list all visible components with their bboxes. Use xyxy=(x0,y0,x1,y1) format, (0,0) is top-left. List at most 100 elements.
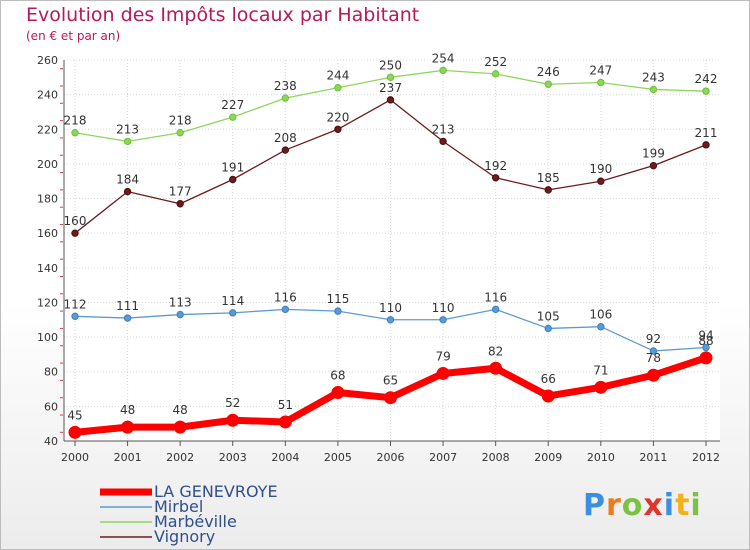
data-label-mirbel: 115 xyxy=(326,292,349,306)
x-tick-label: 2012 xyxy=(692,451,720,464)
data-point-mirbel xyxy=(702,343,710,352)
data-point-vignory xyxy=(281,146,290,154)
x-tick-label: 2001 xyxy=(114,451,142,464)
data-label-mirbel: 114 xyxy=(221,294,244,308)
x-tick-label: 2003 xyxy=(219,451,247,464)
data-label-mirbel: 116 xyxy=(274,290,297,304)
y-tick-label: 40 xyxy=(44,435,58,448)
data-label-vignory: 237 xyxy=(379,81,402,95)
x-tick-label: 2007 xyxy=(429,451,457,464)
y-tick-label: 140 xyxy=(37,262,58,275)
data-point-mirbel xyxy=(597,323,605,331)
data-label-marb-ville: 254 xyxy=(432,51,455,65)
y-tick-label: 100 xyxy=(37,331,58,344)
data-label-mirbel: 111 xyxy=(116,299,139,313)
data-label-vignory: 185 xyxy=(537,171,560,185)
data-label-la-genevroye: 45 xyxy=(67,408,82,422)
data-label-vignory: 213 xyxy=(432,122,455,136)
data-point-marb-ville xyxy=(544,80,552,88)
x-tick-label: 2010 xyxy=(587,451,615,464)
data-label-marb-ville: 242 xyxy=(695,72,718,86)
data-point-mirbel xyxy=(176,310,184,319)
data-label-mirbel: 116 xyxy=(484,290,507,304)
data-label-la-genevroye: 65 xyxy=(383,374,398,388)
data-label-marb-ville: 252 xyxy=(484,55,507,69)
data-point-la-genevroye xyxy=(489,361,503,375)
data-label-mirbel: 106 xyxy=(589,308,612,322)
data-point-marb-ville xyxy=(491,70,500,78)
x-tick-label: 2008 xyxy=(482,451,510,464)
data-label-mirbel: 105 xyxy=(537,309,560,323)
x-tick-label: 2011 xyxy=(639,451,667,464)
data-label-vignory: 184 xyxy=(116,173,139,187)
data-point-mirbel xyxy=(386,316,395,324)
data-point-la-genevroye xyxy=(226,413,240,427)
data-label-mirbel: 112 xyxy=(64,297,87,311)
y-tick-label: 180 xyxy=(37,193,58,206)
data-point-marb-ville xyxy=(71,129,79,137)
y-tick-label: 80 xyxy=(44,366,58,379)
data-point-mirbel xyxy=(123,314,132,322)
y-tick-label: 200 xyxy=(37,158,58,171)
y-tick-label: 220 xyxy=(37,123,58,136)
data-label-la-genevroye: 71 xyxy=(593,363,608,377)
plot-area xyxy=(64,60,720,441)
data-point-marb-ville xyxy=(649,85,658,94)
data-point-marb-ville xyxy=(386,73,395,82)
data-label-la-genevroye: 48 xyxy=(173,403,188,417)
x-tick-label: 2002 xyxy=(166,451,194,464)
data-point-mirbel xyxy=(229,309,237,317)
data-point-vignory xyxy=(176,200,184,208)
data-point-vignory xyxy=(123,187,132,196)
legend-label: Vignory xyxy=(154,527,216,546)
data-label-la-genevroye: 82 xyxy=(488,344,503,358)
y-tick-label: 260 xyxy=(37,54,58,67)
data-point-la-genevroye xyxy=(541,389,555,403)
data-point-marb-ville xyxy=(281,94,290,102)
data-point-marb-ville xyxy=(176,129,184,137)
x-tick-label: 2000 xyxy=(61,451,89,464)
data-point-marb-ville xyxy=(439,66,447,75)
data-point-vignory xyxy=(439,137,447,146)
data-point-mirbel xyxy=(71,312,79,321)
data-label-vignory: 211 xyxy=(695,126,718,140)
data-label-vignory: 160 xyxy=(64,214,87,228)
data-label-vignory: 191 xyxy=(221,160,244,174)
data-point-vignory xyxy=(491,174,500,182)
data-label-marb-ville: 247 xyxy=(589,64,612,78)
chart-subtitle: (en € et par an) xyxy=(26,29,121,43)
data-label-mirbel: 92 xyxy=(646,332,661,346)
y-tick-label: 60 xyxy=(44,400,58,413)
data-label-mirbel: 94 xyxy=(698,328,713,342)
data-label-marb-ville: 218 xyxy=(169,114,192,128)
data-label-marb-ville: 213 xyxy=(116,122,139,136)
proxiti-logo: Proxiti xyxy=(583,488,702,523)
data-label-la-genevroye: 66 xyxy=(541,372,556,386)
data-label-vignory: 199 xyxy=(642,147,665,161)
data-point-la-genevroye xyxy=(436,366,450,380)
data-label-vignory: 190 xyxy=(589,162,612,176)
data-label-la-genevroye: 48 xyxy=(120,403,135,417)
data-point-mirbel xyxy=(439,316,447,324)
data-label-marb-ville: 244 xyxy=(326,69,349,83)
data-point-vignory xyxy=(597,177,605,185)
x-tick-label: 2009 xyxy=(534,451,562,464)
legend-label: Marbéville xyxy=(154,512,237,531)
data-point-la-genevroye xyxy=(594,380,608,394)
data-point-vignory xyxy=(544,186,552,194)
y-tick-label: 240 xyxy=(37,89,58,102)
data-point-la-genevroye xyxy=(384,391,397,405)
data-label-la-genevroye: 78 xyxy=(646,351,661,365)
data-point-mirbel xyxy=(334,307,342,315)
data-label-marb-ville: 218 xyxy=(64,114,87,128)
data-point-marb-ville xyxy=(597,78,605,87)
data-label-marb-ville: 250 xyxy=(379,58,402,72)
data-label-mirbel: 113 xyxy=(169,296,192,310)
data-point-vignory xyxy=(71,229,79,237)
data-label-la-genevroye: 88 xyxy=(698,334,713,348)
data-point-mirbel xyxy=(491,305,500,314)
data-point-la-genevroye xyxy=(68,425,82,439)
data-point-vignory xyxy=(334,125,342,133)
data-point-mirbel xyxy=(649,347,658,355)
data-point-la-genevroye xyxy=(646,368,660,382)
